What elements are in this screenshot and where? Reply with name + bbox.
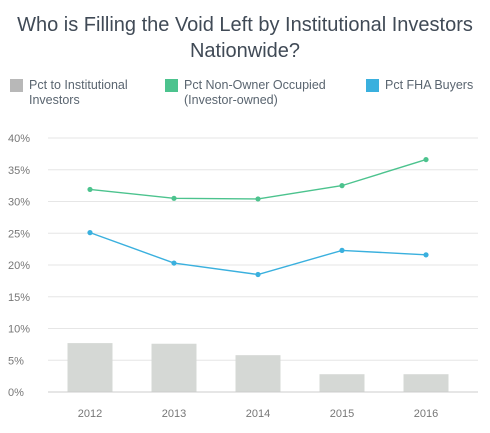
y-tick-label: 30% (8, 197, 30, 209)
data-point (87, 230, 93, 236)
y-tick-label: 10% (8, 324, 30, 336)
data-point (171, 260, 177, 266)
data-point (171, 195, 177, 201)
series-line (89, 158, 427, 200)
data-point (255, 271, 261, 278)
x-tick-label: 2014 (246, 408, 270, 420)
legend-label-institutional: Pct to Institutional Investors (29, 78, 128, 107)
legend-label-fha: Pct FHA Buyers (385, 78, 474, 92)
bar (151, 343, 197, 392)
y-tick-label: 15% (8, 292, 30, 304)
y-tick-label: 20% (8, 260, 30, 272)
chart-title: Who is Filling the Void Left by Institut… (0, 12, 490, 64)
data-point (339, 183, 345, 189)
data-point (423, 252, 429, 258)
series-line (89, 231, 427, 276)
chart-title-text: Who is Filling the Void Left by Institut… (17, 14, 473, 62)
y-tick-label: 25% (8, 228, 30, 240)
x-tick-label: 2013 (162, 408, 186, 420)
y-tick-label: 35% (8, 165, 30, 177)
data-point (87, 186, 93, 193)
legend-swatch-non-owner (165, 79, 178, 92)
y-tick-label: 0% (8, 387, 24, 399)
bar (67, 343, 113, 392)
legend-label-non-owner: Pct Non-Owner Occupied (Investor-owned) (184, 78, 326, 107)
x-tick-label: 2015 (330, 408, 354, 420)
bar (319, 374, 365, 392)
legend-swatch-institutional (10, 79, 23, 92)
y-tick-label: 5% (8, 355, 24, 367)
data-point (255, 196, 261, 202)
bar (403, 374, 449, 392)
x-tick-label: 2016 (414, 408, 438, 420)
x-tick-label: 2012 (78, 408, 102, 420)
legend-swatch-fha (366, 79, 379, 92)
data-point (339, 247, 345, 253)
bar (235, 355, 281, 392)
y-tick-label: 40% (8, 133, 30, 145)
data-point (423, 156, 429, 163)
